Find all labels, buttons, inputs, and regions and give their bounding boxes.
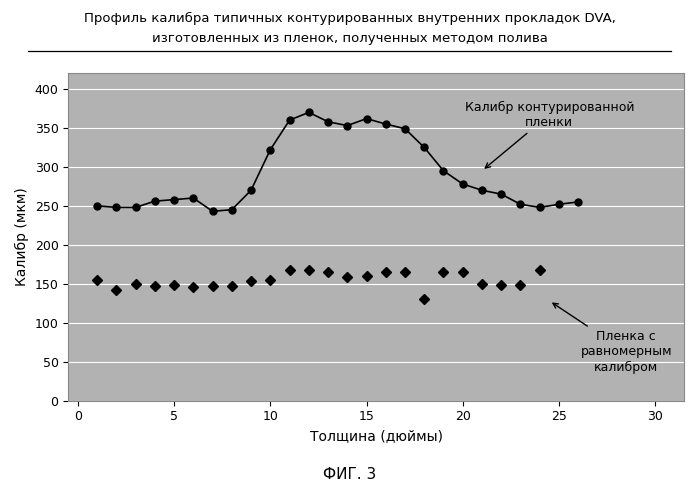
Text: Калибр контурированной
пленки: Калибр контурированной пленки <box>465 101 634 168</box>
X-axis label: Толщина (дюймы): Толщина (дюймы) <box>310 429 442 443</box>
Text: ФИГ. 3: ФИГ. 3 <box>323 467 376 482</box>
Y-axis label: Калибр (мкм): Калибр (мкм) <box>15 187 29 286</box>
Text: Пленка с
равномерным
калибром: Пленка с равномерным калибром <box>553 303 672 374</box>
Text: изготовленных из пленок, полученных методом полива: изготовленных из пленок, полученных мето… <box>152 32 547 45</box>
Text: Профиль калибра типичных контурированных внутренних прокладок DVA,: Профиль калибра типичных контурированных… <box>84 12 615 25</box>
